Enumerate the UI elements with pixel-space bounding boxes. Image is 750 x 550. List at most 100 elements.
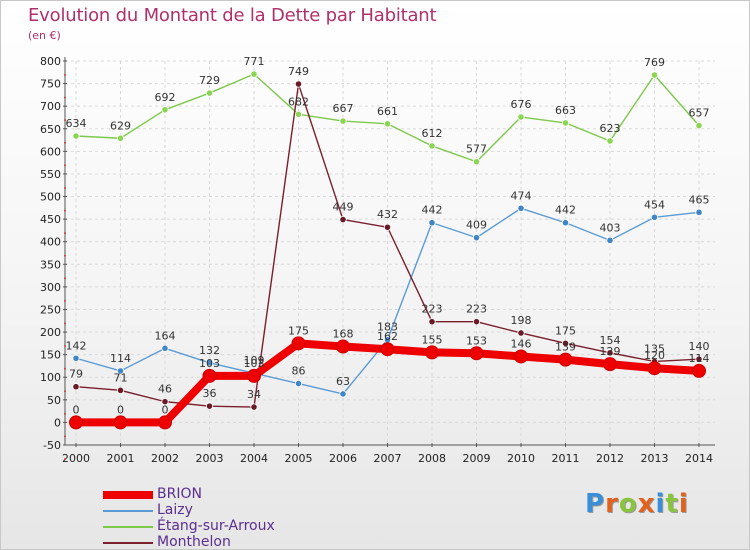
y-tick-label: 450: [40, 213, 61, 226]
data-point-monthelon: [695, 355, 703, 363]
data-label-brion: 0: [117, 403, 124, 416]
data-point-monthelon: [72, 383, 80, 391]
data-point-monthelon: [205, 402, 214, 410]
data-label-laizy: 183: [377, 321, 398, 334]
data-label--tang-sur-arroux: 771: [244, 55, 265, 68]
data-point-brion: [514, 349, 528, 364]
data-label-laizy: 454: [644, 198, 665, 211]
data-labels: 634 629 692 729 771 682 667 661 612 577 676 663 623 7…: [66, 55, 710, 416]
data-label-brion: 129: [600, 345, 621, 358]
data-point-monthelon: [250, 403, 258, 411]
data-point-laizy: [428, 219, 436, 227]
y-tick-label: 600: [40, 145, 61, 158]
data-label-monthelon: 175: [555, 324, 576, 337]
data-label-monthelon: 46: [158, 383, 172, 396]
data-point-monthelon: [428, 318, 436, 326]
data-label-laizy: 63: [336, 375, 350, 388]
data-point-brion: [69, 415, 83, 430]
y-tick-label: 300: [40, 281, 61, 294]
y-tick-label: 500: [40, 191, 61, 204]
data-point-brion: [336, 339, 350, 354]
data-label--tang-sur-arroux: 612: [422, 127, 443, 140]
x-tick-label: 2000: [62, 452, 90, 465]
data-point-monthelon: [606, 349, 614, 357]
data-label-laizy: 442: [422, 204, 443, 217]
data-point--tang-sur-arroux: [517, 113, 525, 121]
data-label--tang-sur-arroux: 629: [110, 119, 131, 132]
data-point-monthelon: [517, 329, 525, 337]
data-label--tang-sur-arroux: 676: [511, 98, 532, 111]
data-label-monthelon: 71: [114, 371, 128, 384]
data-point-brion: [692, 363, 706, 378]
data-point-brion: [113, 415, 128, 430]
x-tick-label: 2009: [463, 452, 491, 465]
data-label-brion: 175: [288, 324, 309, 337]
data-point-laizy: [650, 213, 659, 221]
data-point--tang-sur-arroux: [472, 158, 481, 166]
logo-letter: x: [637, 489, 656, 519]
data-point-monthelon: [472, 318, 481, 326]
data-label-laizy: 465: [689, 193, 710, 206]
proxiti-logo: Proxiti: [585, 489, 689, 519]
x-tick-label: 2004: [240, 452, 268, 465]
data-point--tang-sur-arroux: [339, 117, 347, 125]
data-point-laizy: [294, 379, 303, 388]
data-label-brion: 146: [511, 337, 532, 350]
data-point--tang-sur-arroux: [561, 119, 570, 127]
data-point-brion: [380, 342, 395, 357]
logo-letter: P: [585, 489, 606, 519]
data-label-monthelon: 135: [644, 342, 665, 355]
y-tick-label: 700: [40, 100, 61, 113]
y-tick-label: 100: [40, 371, 61, 384]
x-tick-label: 2003: [196, 452, 224, 465]
data-point--tang-sur-arroux: [250, 70, 258, 78]
data-point--tang-sur-arroux: [606, 137, 614, 145]
x-tick-label: 2006: [329, 452, 357, 465]
x-tick-label: 2014: [685, 452, 713, 465]
data-label-monthelon: 154: [600, 334, 621, 347]
data-label-brion: 153: [466, 334, 487, 347]
logo-letter: o: [618, 489, 638, 519]
y-tick-label: 400: [40, 236, 61, 249]
x-tick-label: 2002: [151, 452, 179, 465]
legend-label: Monthelon: [157, 534, 231, 550]
x-tick-label: 2005: [285, 452, 313, 465]
data-point-laizy: [606, 236, 614, 244]
data-label--tang-sur-arroux: 667: [333, 102, 354, 115]
data-point-brion: [291, 336, 306, 351]
series-lines: [69, 70, 706, 430]
data-label-monthelon: 223: [466, 303, 487, 316]
data-point-laizy: [561, 219, 570, 227]
legend-label: Laizy: [157, 502, 193, 518]
data-label-brion: 103: [199, 357, 220, 370]
data-label-monthelon: 432: [377, 208, 398, 221]
y-tick-label: 0: [54, 416, 61, 429]
data-point-laizy: [116, 367, 125, 375]
y-tick-label: 800: [40, 55, 61, 68]
data-label-laizy: 442: [555, 204, 576, 217]
data-label-laizy: 474: [511, 189, 532, 202]
y-tick-label: 150: [40, 349, 61, 362]
axes: -50 0 50 100 150 200 250 300 350 400 450 500 550 600 6…: [40, 55, 715, 465]
x-tick-label: 2013: [641, 452, 669, 465]
data-label-monthelon: 36: [203, 387, 217, 400]
data-label-brion: 0: [162, 403, 169, 416]
y-tick-label: 650: [40, 123, 61, 136]
x-tick-label: 2001: [107, 452, 135, 465]
data-label-brion: 168: [333, 328, 354, 341]
data-label-laizy: 114: [110, 352, 131, 365]
chart-unit-label: (en €): [28, 29, 61, 42]
data-label-monthelon: 749: [288, 65, 309, 78]
y-tick-label: -50: [43, 439, 61, 452]
data-label-monthelon: 140: [689, 340, 710, 353]
data-point-monthelon: [294, 80, 303, 88]
logo-letter: i: [655, 489, 666, 519]
data-point-monthelon: [116, 386, 125, 394]
y-tick-label: 350: [40, 258, 61, 271]
legend-label: BRION: [157, 486, 202, 502]
y-tick-label: 550: [40, 168, 61, 181]
data-label-brion: 0: [73, 403, 80, 416]
data-point-laizy: [517, 204, 525, 212]
legend-label: Étang-sur-Arroux: [157, 518, 275, 534]
